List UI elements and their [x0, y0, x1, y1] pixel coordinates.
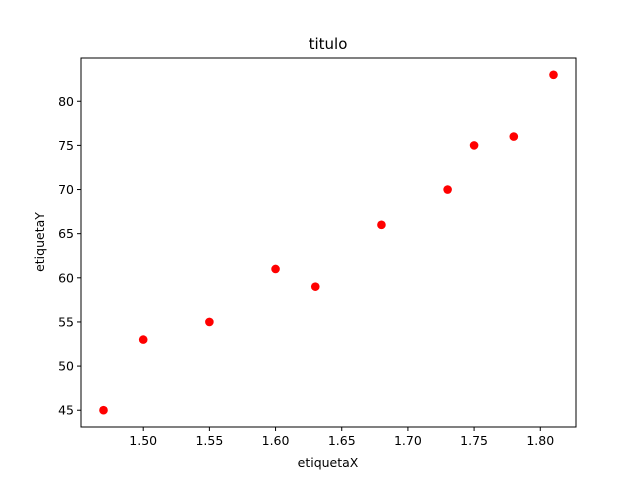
- data-point: [99, 405, 108, 415]
- y-tick-label: 65: [58, 226, 74, 241]
- x-axis-ticks: 1.50 1.55 1.60 1.65 1.70 1.75 1.80: [129, 427, 554, 448]
- data-point: [205, 317, 214, 327]
- data-point: [443, 185, 452, 194]
- x-tick-label: 1.75: [460, 433, 488, 448]
- y-tick-label: 60: [58, 270, 74, 285]
- y-axis-ticks: 45 50 55 60 65 70 75 80: [58, 94, 81, 418]
- y-tick-label: 75: [58, 138, 74, 153]
- y-tick-label: 55: [58, 314, 74, 329]
- x-tick-label: 1.80: [526, 433, 554, 448]
- y-tick-label: 70: [58, 182, 74, 197]
- y-axis-label: etiquetaY: [32, 212, 47, 272]
- x-axis-label: etiquetaX: [298, 455, 359, 470]
- x-tick-label: 1.55: [195, 433, 223, 448]
- data-point: [509, 132, 519, 141]
- data-point: [469, 141, 479, 150]
- chart-title: titulo: [309, 35, 348, 53]
- data-points: [99, 70, 558, 415]
- x-tick-label: 1.70: [394, 433, 422, 448]
- y-tick-label: 45: [58, 403, 74, 418]
- x-tick-label: 1.65: [328, 433, 356, 448]
- data-point: [549, 70, 558, 80]
- data-point: [271, 264, 280, 274]
- data-point: [138, 335, 148, 344]
- x-tick-label: 1.50: [129, 433, 157, 448]
- x-tick-label: 1.60: [262, 433, 290, 448]
- plot-area: [80, 57, 577, 428]
- data-point: [310, 282, 320, 291]
- y-tick-label: 80: [58, 94, 74, 109]
- y-tick-label: 50: [58, 359, 74, 374]
- data-point: [377, 220, 386, 230]
